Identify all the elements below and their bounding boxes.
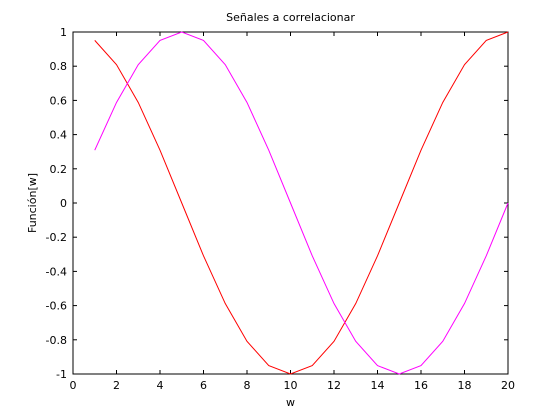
chart-title: Señales a correlacionar bbox=[226, 11, 355, 24]
x-tick-label: 2 bbox=[113, 379, 120, 392]
y-tick-label: 0.6 bbox=[50, 94, 68, 107]
y-tick-label: -0.8 bbox=[46, 334, 67, 347]
x-tick-label: 12 bbox=[327, 379, 341, 392]
y-tick-label: -0.6 bbox=[46, 300, 67, 313]
series-line-1 bbox=[94, 31, 509, 375]
x-tick-label: 0 bbox=[70, 379, 77, 392]
y-tick-label: 0.4 bbox=[50, 129, 68, 142]
y-tick-label: 1 bbox=[60, 26, 67, 39]
y-tick-label: -0.2 bbox=[46, 231, 67, 244]
y-tick-label: 0 bbox=[60, 197, 67, 210]
y-tick-label: -0.4 bbox=[46, 265, 67, 278]
x-tick-label: 8 bbox=[244, 379, 251, 392]
x-tick-label: 6 bbox=[200, 379, 207, 392]
x-axis-label: w bbox=[286, 396, 295, 409]
x-tick-label: 14 bbox=[371, 379, 385, 392]
y-tick-label: -1 bbox=[56, 368, 67, 381]
plot-area: 0 2 4 6 8 10 12 14 16 18 20 -1 -0.8 -0.6 -0.4 -0.2 0 0.2 0… bbox=[46, 26, 515, 392]
x-tick-label: 18 bbox=[458, 379, 472, 392]
x-tick-label: 10 bbox=[284, 379, 298, 392]
series-line-2 bbox=[94, 31, 509, 375]
x-tick-label: 16 bbox=[414, 379, 428, 392]
y-tick-label: 0.8 bbox=[50, 60, 68, 73]
x-tick-label: 20 bbox=[501, 379, 515, 392]
x-tick-label: 4 bbox=[157, 379, 164, 392]
y-axis-label: Función[w] bbox=[26, 173, 39, 233]
y-tick-label: 0.2 bbox=[50, 163, 68, 176]
